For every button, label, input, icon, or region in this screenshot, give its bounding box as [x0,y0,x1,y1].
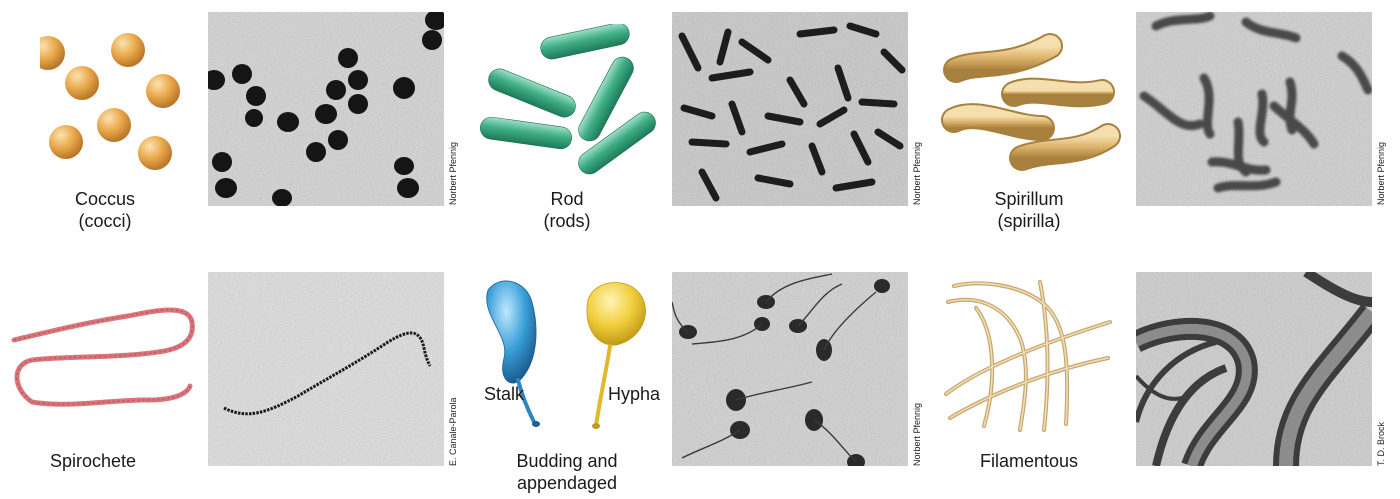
spirillum-micrograph [1136,12,1372,206]
budding-photo-credit: Norbert Pfennig [912,402,922,466]
rod-micrograph [672,12,908,206]
coccus-cell [146,74,180,108]
coccus-micrograph [208,12,444,206]
rod-label: Rod (rods) [543,189,591,231]
filamentous-photo-credit: T. D. Brock [1376,421,1386,466]
spirillum-illustration [938,30,1122,180]
spirochete-micrograph [208,272,444,466]
filamentous-illustration [940,274,1116,434]
budding-label: Budding and appendaged [516,451,618,493]
coccus-illustration [40,28,190,178]
spirochete-illustration [8,292,198,422]
coccus-photo-credit: Norbert Pfennig [448,141,458,205]
coccus-cell [111,33,145,67]
spirillum-label: Spirillum (spirilla) [994,189,1064,231]
filamentous-label: Filamentous [979,451,1079,471]
spirillum-photo-credit: Norbert Pfennig [1376,141,1386,205]
coccus-cell [40,36,65,70]
spirochete-photo-credit: E. Canale-Parola [448,397,458,466]
coccus-label: Coccus (cocci) [74,189,136,231]
rod-illustration [476,24,660,184]
coccus-cell [49,125,83,159]
spirochete-label: Spirochete [49,451,137,471]
rod-photo-credit: Norbert Pfennig [912,141,922,205]
budding-illustration [470,276,666,436]
budding-micrograph [672,272,908,466]
hypha-label: Hypha [608,384,661,404]
coccus-cell [65,66,99,100]
stalk-label: Stalk [484,384,525,404]
filamentous-micrograph [1136,272,1372,466]
coccus-cell [138,136,172,170]
coccus-cell [97,108,131,142]
